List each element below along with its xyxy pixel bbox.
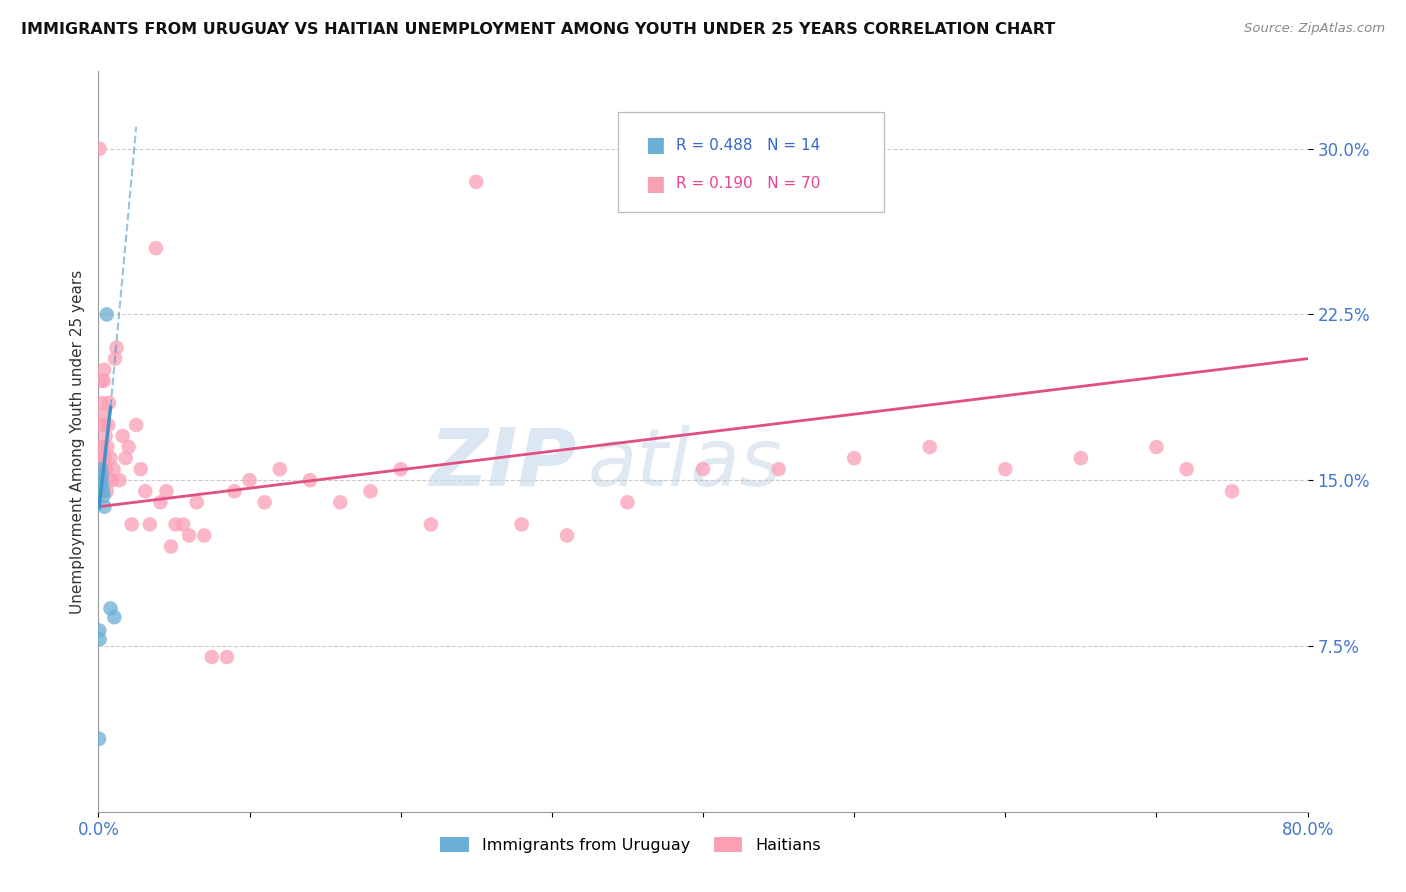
Point	[90, 396, 112, 410]
Point	[1220, 484, 1243, 499]
Point	[91, 407, 114, 421]
Text: atlas: atlas	[588, 425, 783, 503]
Text: R = 0.190   N = 70: R = 0.190 N = 70	[676, 177, 821, 192]
Point	[118, 440, 141, 454]
Y-axis label: Unemployment Among Youth under 25 years: Unemployment Among Youth under 25 years	[69, 269, 84, 614]
Point	[172, 517, 194, 532]
Point	[96, 308, 118, 322]
Point	[91, 477, 114, 491]
Point	[89, 624, 111, 638]
Text: IMMIGRANTS FROM URUGUAY VS HAITIAN UNEMPLOYMENT AMONG YOUTH UNDER 25 YEARS CORRE: IMMIGRANTS FROM URUGUAY VS HAITIAN UNEMP…	[21, 22, 1056, 37]
Point	[91, 440, 114, 454]
Point	[100, 601, 122, 615]
Point	[224, 484, 246, 499]
Text: ■: ■	[645, 174, 665, 194]
Point	[91, 462, 114, 476]
Point	[129, 462, 152, 476]
Point	[994, 462, 1017, 476]
Point	[420, 517, 443, 532]
Point	[97, 417, 120, 432]
Point	[90, 417, 112, 432]
Point	[360, 484, 382, 499]
Point	[89, 142, 111, 156]
Point	[89, 477, 111, 491]
Point	[96, 440, 118, 454]
Point	[90, 440, 112, 454]
Legend: Immigrants from Uruguay, Haitians: Immigrants from Uruguay, Haitians	[433, 830, 827, 859]
Point	[90, 473, 112, 487]
Point	[555, 528, 578, 542]
Point	[465, 175, 488, 189]
Point	[104, 351, 127, 366]
Text: ZIP: ZIP	[429, 425, 576, 503]
Point	[269, 462, 291, 476]
Point	[93, 374, 115, 388]
Point	[89, 473, 111, 487]
Point	[94, 462, 117, 476]
Point	[101, 473, 124, 487]
Point	[149, 495, 172, 509]
Text: ■: ■	[645, 136, 665, 155]
FancyBboxPatch shape	[619, 112, 884, 212]
Point	[139, 517, 162, 532]
Point	[98, 473, 121, 487]
Point	[155, 484, 177, 499]
Point	[768, 462, 790, 476]
Point	[193, 528, 215, 542]
Point	[93, 417, 115, 432]
Point	[121, 517, 143, 532]
Point	[844, 451, 866, 466]
Point	[94, 429, 117, 443]
Point	[253, 495, 276, 509]
Point	[90, 374, 112, 388]
Point	[1175, 462, 1198, 476]
Point	[93, 489, 115, 503]
Point	[91, 484, 114, 499]
Point	[90, 468, 112, 483]
Point	[87, 731, 110, 746]
Point	[89, 462, 111, 476]
Point	[90, 462, 112, 476]
Point	[114, 451, 136, 466]
Point	[93, 500, 115, 514]
Point	[108, 473, 131, 487]
Point	[105, 341, 128, 355]
Point	[165, 517, 187, 532]
Point	[98, 396, 121, 410]
Point	[299, 473, 322, 487]
Point	[103, 462, 125, 476]
Point	[94, 451, 117, 466]
Point	[145, 241, 167, 255]
Point	[103, 610, 125, 624]
Point	[389, 462, 412, 476]
Point	[186, 495, 208, 509]
Point	[89, 632, 111, 647]
Point	[1070, 451, 1092, 466]
Text: Source: ZipAtlas.com: Source: ZipAtlas.com	[1244, 22, 1385, 36]
Point	[100, 451, 122, 466]
Point	[918, 440, 941, 454]
Point	[201, 650, 224, 665]
Point	[111, 429, 134, 443]
Point	[91, 451, 114, 466]
Text: R = 0.488   N = 14: R = 0.488 N = 14	[676, 138, 821, 153]
Point	[125, 417, 148, 432]
Point	[1144, 440, 1167, 454]
Point	[329, 495, 352, 509]
Point	[94, 462, 117, 476]
Point	[616, 495, 638, 509]
Point	[134, 484, 156, 499]
Point	[93, 362, 115, 376]
Point	[215, 650, 238, 665]
Point	[96, 484, 118, 499]
Point	[692, 462, 714, 476]
Point	[239, 473, 262, 487]
Point	[510, 517, 533, 532]
Point	[160, 540, 183, 554]
Point	[179, 528, 201, 542]
